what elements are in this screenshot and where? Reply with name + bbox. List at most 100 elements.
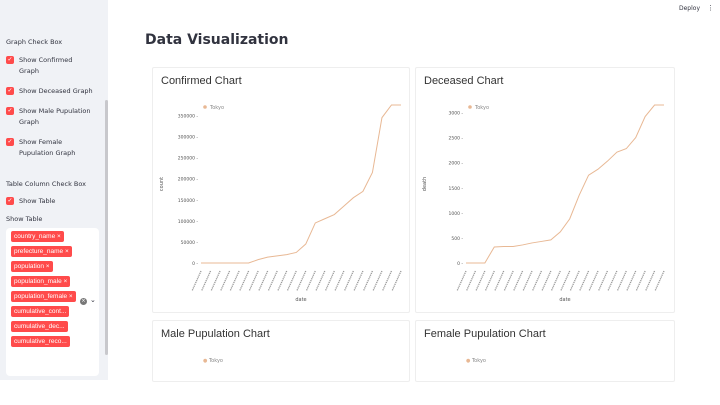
checkbox-label: Show Male Pupulation Graph	[19, 107, 91, 126]
y-tick-label: 0 -	[192, 261, 198, 267]
x-tick-label	[286, 270, 297, 292]
column-tag[interactable]: population_male ×	[11, 276, 71, 287]
column-tag[interactable]: prefecture_name ×	[11, 246, 72, 257]
graph-checkbox[interactable]: ✓ Show Deceased Graph	[6, 86, 108, 97]
x-tick-label	[522, 270, 533, 292]
x-tick-label	[372, 270, 383, 292]
graph-checkbox[interactable]: ✓ Show Confirmed Graph	[6, 55, 108, 77]
x-tick-label	[391, 270, 402, 292]
legend-label: Tokyo	[474, 105, 489, 111]
y-tick-label: 2000 -	[448, 161, 463, 167]
x-tick-label	[597, 270, 609, 292]
show-table-checkbox[interactable]: ✓ Show Table	[6, 196, 55, 207]
x-tick-label	[550, 270, 561, 292]
y-tick-label: 500 -	[451, 236, 463, 242]
x-tick-label	[494, 270, 505, 292]
x-tick-label	[569, 270, 580, 292]
page-title: Data Visualization	[145, 32, 289, 48]
x-tick-label	[531, 270, 543, 292]
check-icon: ✓	[6, 107, 14, 115]
y-tick-label: 0 -	[457, 261, 463, 267]
x-tick-label	[296, 270, 307, 292]
y-tick-label: 3000 -	[448, 111, 463, 117]
x-tick-label	[607, 270, 618, 292]
checkbox-label: Show Table	[19, 197, 56, 205]
x-tick-label	[578, 270, 590, 292]
column-multiselect[interactable]: country_name × prefecture_name × populatio…	[6, 228, 99, 376]
deceased-chart-card: Deceased Chart Tokyo 0 - 500 - 1000 - 1500 -…	[415, 67, 675, 313]
check-icon: ✓	[6, 138, 14, 146]
y-tick-label: 300000 -	[178, 135, 199, 141]
y-tick-label: 350000 -	[178, 114, 199, 120]
x-tick-label	[560, 270, 571, 292]
x-tick-label	[267, 270, 278, 292]
multiselect-label: Show Table	[6, 215, 43, 223]
chart-legend: ● Tokyo	[466, 358, 486, 364]
x-tick-label	[343, 270, 354, 292]
kebab-icon[interactable]: ⋮	[707, 4, 714, 12]
legend-marker	[468, 105, 472, 109]
y-tick-label: 1000 -	[448, 211, 463, 217]
y-tick-label: 100000 -	[178, 219, 199, 225]
y-axis-label: death	[422, 177, 428, 191]
chevron-down-icon[interactable]: ⌄	[90, 296, 96, 304]
x-tick-label	[616, 270, 627, 292]
confirmed-chart: Tokyo 0 - 50000 - 100000 - 150000 - 200000 - 2…	[159, 104, 402, 303]
female-population-chart-card: Female Pupulation Chart ● Tokyo	[415, 320, 675, 382]
x-tick-label	[277, 270, 288, 292]
x-tick-label	[258, 270, 269, 292]
check-icon: ✓	[6, 87, 14, 95]
checkbox-label: Show Female Pupulation Graph	[19, 138, 76, 157]
y-tick-label: 200000 -	[178, 177, 199, 183]
check-icon: ✓	[6, 197, 14, 205]
x-tick-label	[210, 270, 221, 292]
x-tick-label	[644, 270, 656, 292]
y-tick-label: 1500 -	[448, 186, 463, 192]
y-tick-label: 150000 -	[178, 198, 199, 204]
series-line-tokyo	[466, 104, 664, 264]
x-axis-label: date	[559, 297, 570, 303]
deploy-button[interactable]: Deploy	[678, 5, 700, 12]
sidebar: Graph Check Box ✓ Show Confirmed Graph ✓ Sh…	[0, 0, 108, 380]
column-tag[interactable]: cumulative_dec...	[11, 321, 68, 332]
x-tick-label	[248, 270, 259, 292]
sidebar-scrollbar[interactable]	[105, 100, 108, 355]
column-tag[interactable]: cumulative_cont...	[11, 306, 70, 317]
y-axis-label: count	[159, 177, 165, 191]
y-tick-label: 2500 -	[448, 136, 463, 142]
chart-title: Confirmed Chart	[161, 75, 242, 87]
x-tick-label	[219, 270, 231, 292]
x-tick-label	[484, 270, 495, 292]
x-tick-label	[512, 270, 524, 292]
x-tick-label	[626, 270, 637, 292]
column-tag[interactable]: cumulative_reco...	[11, 336, 70, 347]
legend-label: Tokyo	[209, 105, 224, 111]
graph-checkbox[interactable]: ✓ Show Female Pupulation Graph	[6, 137, 108, 159]
x-tick-label	[200, 270, 212, 292]
x-tick-label	[456, 270, 467, 292]
series-line-tokyo	[201, 104, 401, 264]
graph-checkbox-heading: Graph Check Box	[6, 38, 63, 46]
column-tag[interactable]: population ×	[11, 261, 53, 272]
checkbox-label: Show Deceased Graph	[19, 87, 93, 95]
x-tick-label	[654, 270, 665, 292]
clear-all-icon[interactable]: ×	[80, 298, 87, 305]
top-bar: Deploy ⋮	[0, 0, 720, 20]
chart-legend: ● Tokyo	[203, 358, 223, 364]
x-tick-label	[229, 270, 240, 292]
x-tick-label	[381, 270, 393, 292]
x-tick-label	[541, 270, 552, 292]
x-tick-label	[362, 270, 374, 292]
x-tick-label	[324, 270, 335, 292]
x-tick-label	[503, 270, 514, 292]
x-axis-label: date	[295, 297, 306, 303]
deceased-chart: Tokyo 0 - 500 - 1000 - 1500 - 2000 - 2500 - 300…	[422, 104, 665, 303]
column-tag[interactable]: country_name ×	[11, 231, 64, 242]
x-tick-label	[315, 270, 326, 292]
y-tick-label: 250000 -	[178, 156, 199, 162]
graph-checkbox[interactable]: ✓ Show Male Pupulation Graph	[6, 106, 108, 128]
x-tick-label	[334, 270, 345, 292]
x-tick-label	[465, 270, 477, 292]
column-tag[interactable]: population_female ×	[11, 291, 76, 302]
x-tick-label	[305, 270, 316, 292]
